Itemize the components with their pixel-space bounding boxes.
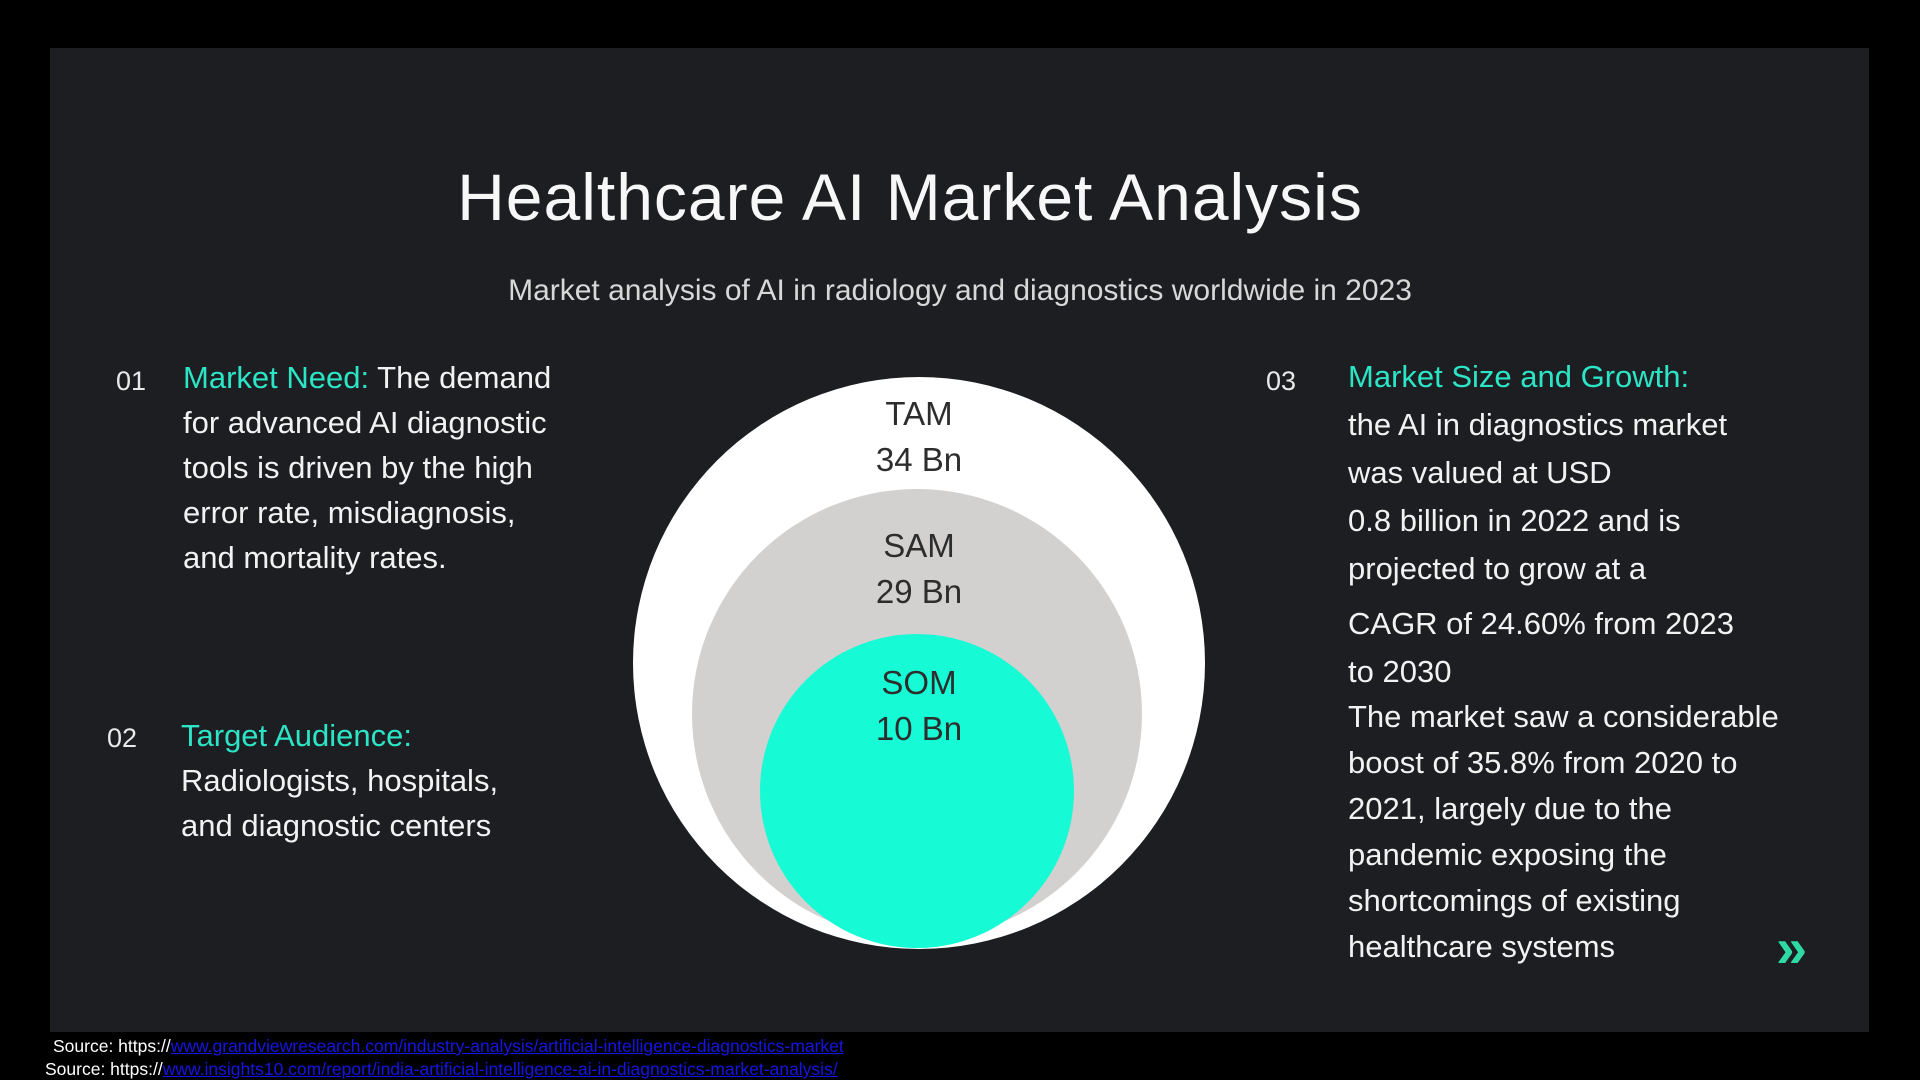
section-01-line: and mortality rates. [183,540,447,575]
section-01-line: for advanced AI diagnostic [183,405,547,440]
section-02-line: and diagnostic centers [181,808,492,843]
section-01-line: tools is driven by the high [183,450,533,485]
section-03-line: healthcare systems [1348,929,1616,964]
section-03-line: was valued at USD [1348,455,1612,490]
section-03-heading: Market Size and Growth: [1348,359,1690,394]
section-03-line: 2021, largely due to the [1348,791,1673,826]
source-prefix: Source: https:// [45,1059,163,1079]
section-03-market-size-p1: Market Size and Growth: the AI in diagno… [1348,353,1727,593]
section-03-line: boost of 35.8% from 2020 to [1348,745,1738,780]
section-03-market-size-p3: The market saw a considerable boost of 3… [1348,694,1779,970]
section-01-number: 01 [116,366,147,396]
section-02-number: 02 [107,723,138,753]
next-chevron-icon[interactable]: » [1776,916,1808,979]
section-01-heading: Market Need: [183,360,370,395]
page-subtitle: Market analysis of AI in radiology and d… [508,274,1412,307]
section-03-line: The market saw a considerable [1348,699,1779,734]
section-03-line: shortcomings of existing [1348,883,1681,918]
section-02-target-audience: Target Audience: Radiologists, hospitals… [181,713,498,848]
section-03-line: pandemic exposing the [1348,837,1667,872]
section-01-market-need: Market Need: The demand for advanced AI … [183,355,551,580]
page-title: Healthcare AI Market Analysis [457,160,1363,234]
sam-value: 29 Bn [875,573,963,610]
source-link-grandviewresearch[interactable]: www.grandviewresearch.com/industry-analy… [170,1036,844,1056]
section-01-line1-rest: The demand [377,360,552,395]
source-line-2: Source: https://www.insights10.com/repor… [45,1058,838,1080]
section-03-line: to 2030 [1348,654,1452,689]
section-01-line: Market Need: The demand [183,355,551,400]
section-03-market-size-p2: CAGR of 24.60% from 2023 to 2030 [1348,600,1734,696]
source-prefix: Source: https:// [53,1036,171,1056]
section-01-line: error rate, misdiagnosis, [183,495,516,530]
section-02-heading: Target Audience: [181,718,412,753]
source-link-insights10[interactable]: www.insights10.com/report/india-artifici… [162,1059,838,1079]
section-03-line: projected to grow at a [1348,551,1647,586]
section-02-line: Radiologists, hospitals, [181,763,499,798]
tam-value: 34 Bn [875,441,963,478]
section-03-line: 0.8 billion in 2022 and is [1348,503,1681,538]
som-circle [760,634,1074,948]
source-line-1: Source: https://www.grandviewresearch.co… [53,1035,844,1057]
tam-label: TAM [885,395,953,432]
section-03-line: the AI in diagnostics market [1348,407,1728,442]
sam-label: SAM [883,527,955,564]
section-03-line: CAGR of 24.60% from 2023 [1348,606,1734,641]
som-label: SOM [881,664,957,701]
section-03-number: 03 [1266,366,1297,396]
som-value: 10 Bn [875,710,963,747]
